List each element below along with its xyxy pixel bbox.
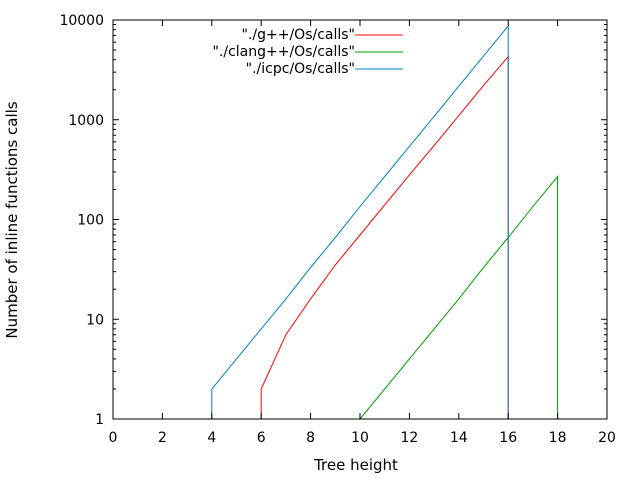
legend-label-clang: "./clang++/Os/calls" [212,44,355,60]
y-axis-title: Number of inline functions calls [3,101,21,338]
legend: "./g++/Os/calls" "./clang++/Os/calls" ".… [212,27,403,77]
plot-frame [112,19,608,420]
x-tick-label: 0 [109,430,118,446]
x-tick-label: 16 [499,430,517,446]
y-tick-label: 1000 [68,113,104,129]
x-tick-label: 6 [257,430,266,446]
x-tick-label: 10 [351,430,369,446]
x-tick-label: 2 [158,430,167,446]
series-icpc-line [211,24,509,419]
x-tick-label: 18 [549,430,567,446]
x-tick-label: 14 [450,430,468,446]
x-tick-label: 4 [207,430,216,446]
ticks-layer [112,19,608,420]
tick-labels-layer: 0 2 4 6 8 10 12 14 16 18 20 1 10 100 1000 10000 [59,13,615,446]
legend-label-gpp: "./g++/Os/calls" [242,27,356,43]
x-axis-title: Tree height [313,456,398,474]
x-tick-label: 12 [400,430,418,446]
x-tick-label: 20 [598,430,616,446]
series-clang-line [359,175,559,420]
y-tick-label: 10000 [59,13,104,29]
y-tick-label: 100 [77,213,104,229]
series-layer [211,24,559,420]
y-tick-label: 1 [95,412,104,428]
legend-label-icpc: "./icpc/Os/calls" [246,61,355,77]
y-tick-label: 10 [86,312,104,328]
x-tick-label: 8 [306,430,315,446]
series-gpp-line [260,55,509,419]
